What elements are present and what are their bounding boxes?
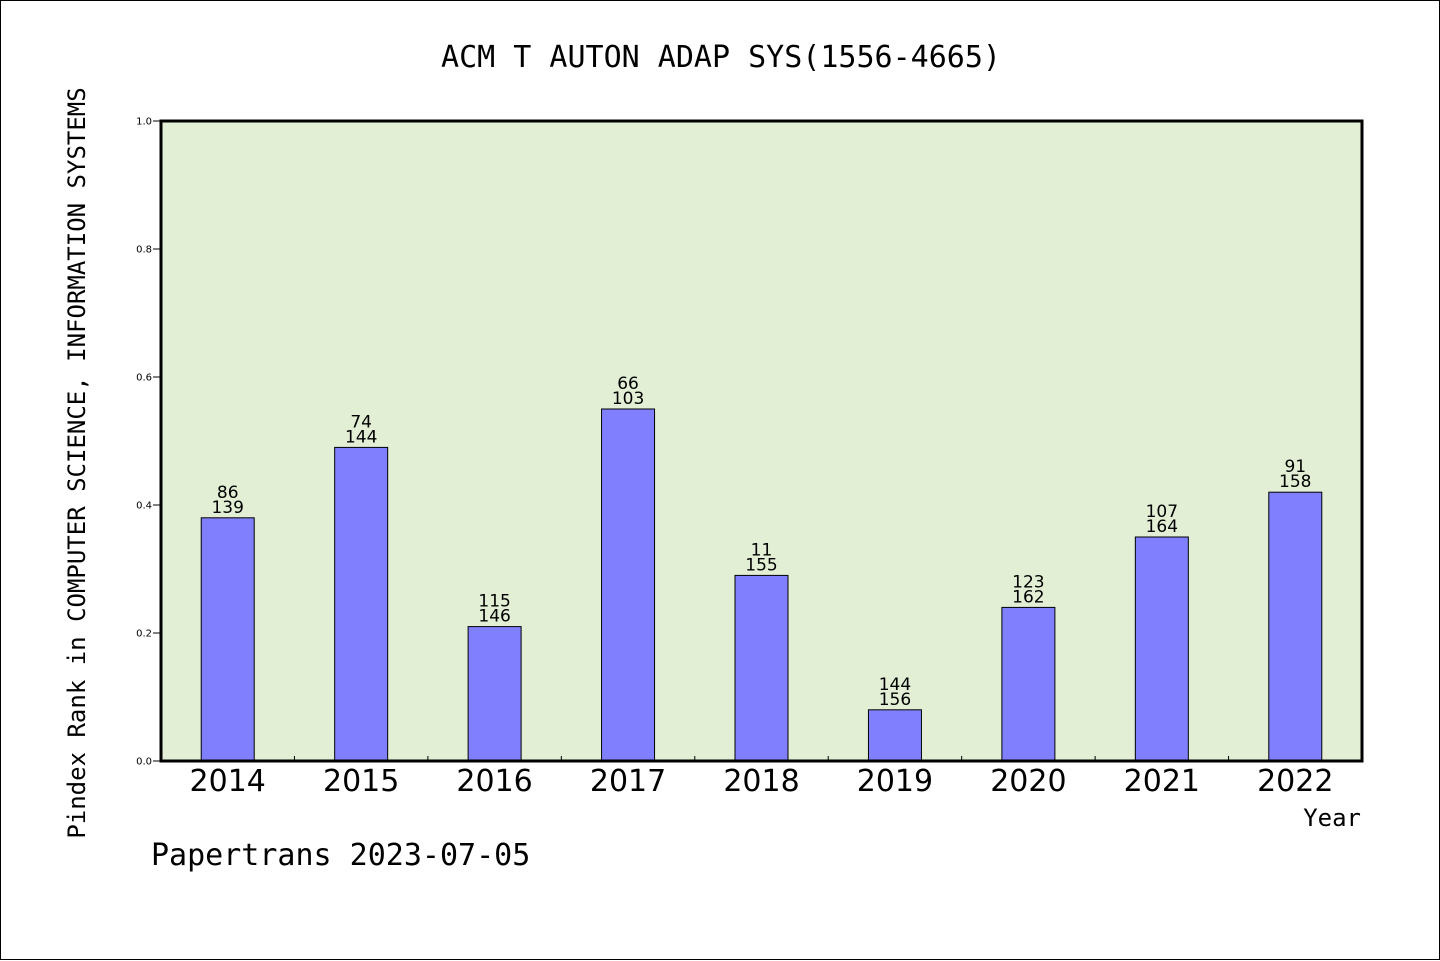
x-tick-label: 2015	[323, 764, 399, 799]
x-tick-label: 2021	[1124, 764, 1200, 799]
bar	[734, 574, 789, 762]
data-label-top: 115	[478, 592, 510, 612]
x-tick-label: 2018	[723, 764, 799, 799]
data-label-bottom: 146	[478, 607, 510, 627]
data-label-bottom: 103	[612, 389, 644, 409]
bar	[467, 626, 522, 762]
y-tick-label: 0.2	[136, 629, 152, 640]
data-label-bottom: 162	[1012, 587, 1044, 607]
data-label-bottom: 139	[211, 498, 243, 518]
data-label-bottom: 156	[879, 690, 911, 710]
x-tick-label: 2022	[1257, 764, 1333, 799]
y-axis-label: Pindex Rank in COMPUTER SCIENCE, INFORMA…	[63, 87, 91, 838]
data-label-top: 107	[1146, 502, 1178, 522]
y-tick-label: 0.0	[136, 757, 152, 768]
bar	[601, 408, 656, 762]
y-tick-label: 1.0	[136, 117, 152, 128]
chart-marks: 0.00.20.40.60.81.08613920147414420151151…	[136, 117, 1333, 800]
data-label-bottom: 144	[345, 427, 377, 447]
x-axis-label: Year	[1303, 804, 1361, 832]
data-label-bottom: 164	[1146, 517, 1178, 537]
x-tick-label: 2019	[857, 764, 933, 799]
data-label-bottom: 158	[1279, 472, 1311, 492]
data-label-top: 91	[1284, 457, 1306, 477]
x-tick-label: 2016	[456, 764, 532, 799]
data-label-top: 11	[751, 540, 773, 560]
bar	[1134, 536, 1189, 762]
footer-credit: Papertrans 2023-07-05	[151, 838, 530, 873]
data-label-top: 144	[879, 675, 911, 695]
x-tick-label: 2020	[990, 764, 1066, 799]
data-label-top: 66	[617, 374, 639, 394]
bar	[1001, 606, 1056, 762]
x-tick-label: 2014	[190, 764, 266, 799]
plot-border	[159, 119, 1364, 763]
data-label-top: 86	[217, 483, 239, 503]
bar	[867, 709, 922, 762]
bar	[1268, 491, 1323, 762]
bar	[334, 446, 389, 762]
x-tick-label: 2017	[590, 764, 666, 799]
data-label-top: 74	[350, 412, 372, 432]
bar	[200, 517, 255, 762]
data-label-top: 123	[1012, 572, 1044, 592]
y-tick-label: 0.8	[136, 245, 152, 256]
chart-title: ACM T AUTON ADAP SYS(1556-4665)	[441, 40, 1001, 75]
data-label-bottom: 155	[745, 555, 777, 575]
y-tick-label: 0.4	[136, 501, 152, 512]
y-tick-label: 0.6	[136, 373, 152, 384]
